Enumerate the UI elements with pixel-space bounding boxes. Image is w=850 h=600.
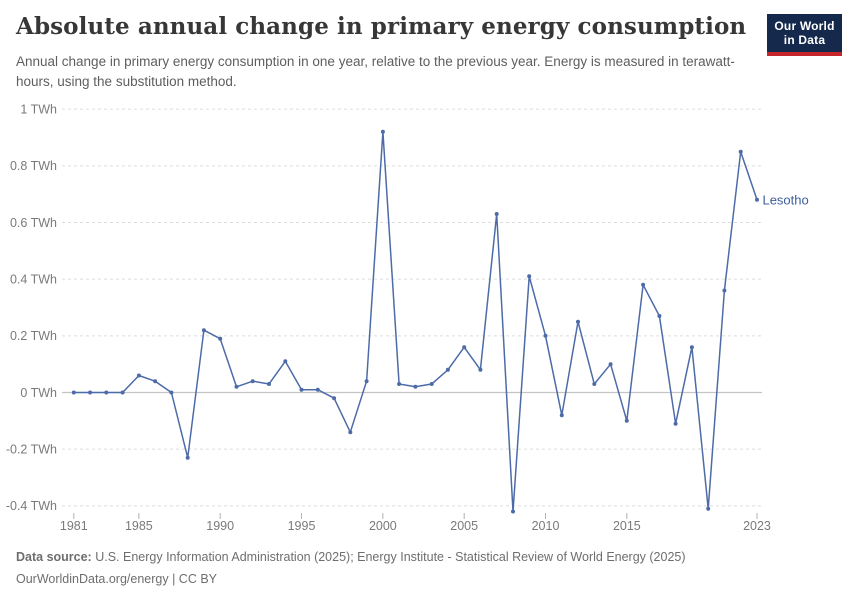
data-source-text: U.S. Energy Information Administration (… <box>95 550 686 564</box>
data-point-marker[interactable] <box>657 314 662 318</box>
entity-label-lesotho[interactable]: Lesotho <box>762 192 808 207</box>
data-point-marker[interactable] <box>299 387 304 392</box>
data-point-marker[interactable] <box>576 319 580 324</box>
line-series[interactable] <box>73 131 758 513</box>
y-tick-label: 1 TWh <box>20 102 57 116</box>
data-point-marker[interactable] <box>592 382 597 386</box>
x-tick-label: 1995 <box>288 519 316 533</box>
data-point-marker[interactable] <box>478 367 483 372</box>
data-point-marker[interactable] <box>738 149 743 154</box>
data-point-marker[interactable] <box>543 333 548 338</box>
page-title: Absolute annual change in primary energy… <box>16 13 747 40</box>
data-point-marker[interactable] <box>559 413 564 418</box>
x-tick-label: 1981 <box>60 519 88 533</box>
y-tick-label: -0.2 TWh <box>6 442 57 456</box>
y-tick-label: 0 TWh <box>20 386 57 400</box>
y-tick-label: -0.4 TWh <box>6 499 57 513</box>
x-tick-label: 2005 <box>450 519 478 533</box>
data-point-marker[interactable] <box>429 382 434 386</box>
x-tick-label: 1990 <box>206 519 234 533</box>
data-point-marker[interactable] <box>348 430 353 435</box>
data-point-marker[interactable] <box>153 379 158 384</box>
x-tick-label: 2015 <box>613 519 641 533</box>
data-source-line: Data source: U.S. Energy Information Adm… <box>16 546 826 568</box>
y-tick-label: 0.6 TWh <box>10 216 57 230</box>
footer-license-link[interactable]: OurWorldinData.org/energy | CC BY <box>16 572 218 587</box>
data-point-marker[interactable] <box>364 379 369 384</box>
y-tick-label: 0.8 TWh <box>10 159 57 173</box>
chart-footer: Data source: U.S. Energy Information Adm… <box>16 546 826 591</box>
data-point-marker[interactable] <box>104 390 109 395</box>
data-point-marker[interactable] <box>722 288 727 293</box>
data-point-marker[interactable] <box>689 345 694 350</box>
x-tick-label: 2010 <box>532 519 560 533</box>
data-point-marker[interactable] <box>397 382 402 386</box>
data-point-marker[interactable] <box>234 384 239 389</box>
data-point-marker[interactable] <box>413 384 418 389</box>
data-point-marker[interactable] <box>641 282 646 287</box>
data-point-marker[interactable] <box>120 390 125 395</box>
data-point-marker[interactable] <box>88 390 93 395</box>
data-point-marker[interactable] <box>218 336 223 341</box>
owid-logo-line2: in Data <box>783 33 826 47</box>
data-point-marker[interactable] <box>201 328 206 333</box>
owid-logo-line1: Our World <box>774 18 835 33</box>
owid-logo[interactable]: Our World in Data <box>767 14 842 56</box>
x-tick-label: 2023 <box>743 519 771 533</box>
data-point-marker[interactable] <box>136 373 141 378</box>
data-point-marker[interactable] <box>267 382 271 386</box>
data-point-marker[interactable] <box>673 421 678 426</box>
data-source-label: Data source: <box>16 550 92 564</box>
data-point-marker[interactable] <box>624 418 629 423</box>
y-tick-label: 0.4 TWh <box>10 272 57 286</box>
x-tick-label: 2000 <box>369 519 397 533</box>
data-point-marker[interactable] <box>380 129 385 134</box>
data-point-marker[interactable] <box>283 359 288 364</box>
data-point-marker[interactable] <box>332 396 337 401</box>
data-point-marker[interactable] <box>445 367 450 372</box>
y-tick-label: 0.2 TWh <box>10 329 57 343</box>
data-point-marker[interactable] <box>527 274 532 279</box>
data-point-marker[interactable] <box>250 379 255 384</box>
data-point-marker[interactable] <box>315 387 320 392</box>
data-point-marker[interactable] <box>706 506 711 511</box>
data-point-marker[interactable] <box>71 390 76 395</box>
data-point-marker[interactable] <box>185 455 190 460</box>
data-point-marker[interactable] <box>511 509 515 514</box>
chart-subtitle: Annual change in primary energy consumpt… <box>16 54 735 89</box>
x-tick-label: 1985 <box>125 519 153 533</box>
data-point-marker[interactable] <box>494 212 499 216</box>
data-point-marker[interactable] <box>608 362 613 367</box>
data-point-marker[interactable] <box>755 197 759 202</box>
data-point-marker[interactable] <box>169 390 174 395</box>
data-point-marker[interactable] <box>462 345 467 350</box>
